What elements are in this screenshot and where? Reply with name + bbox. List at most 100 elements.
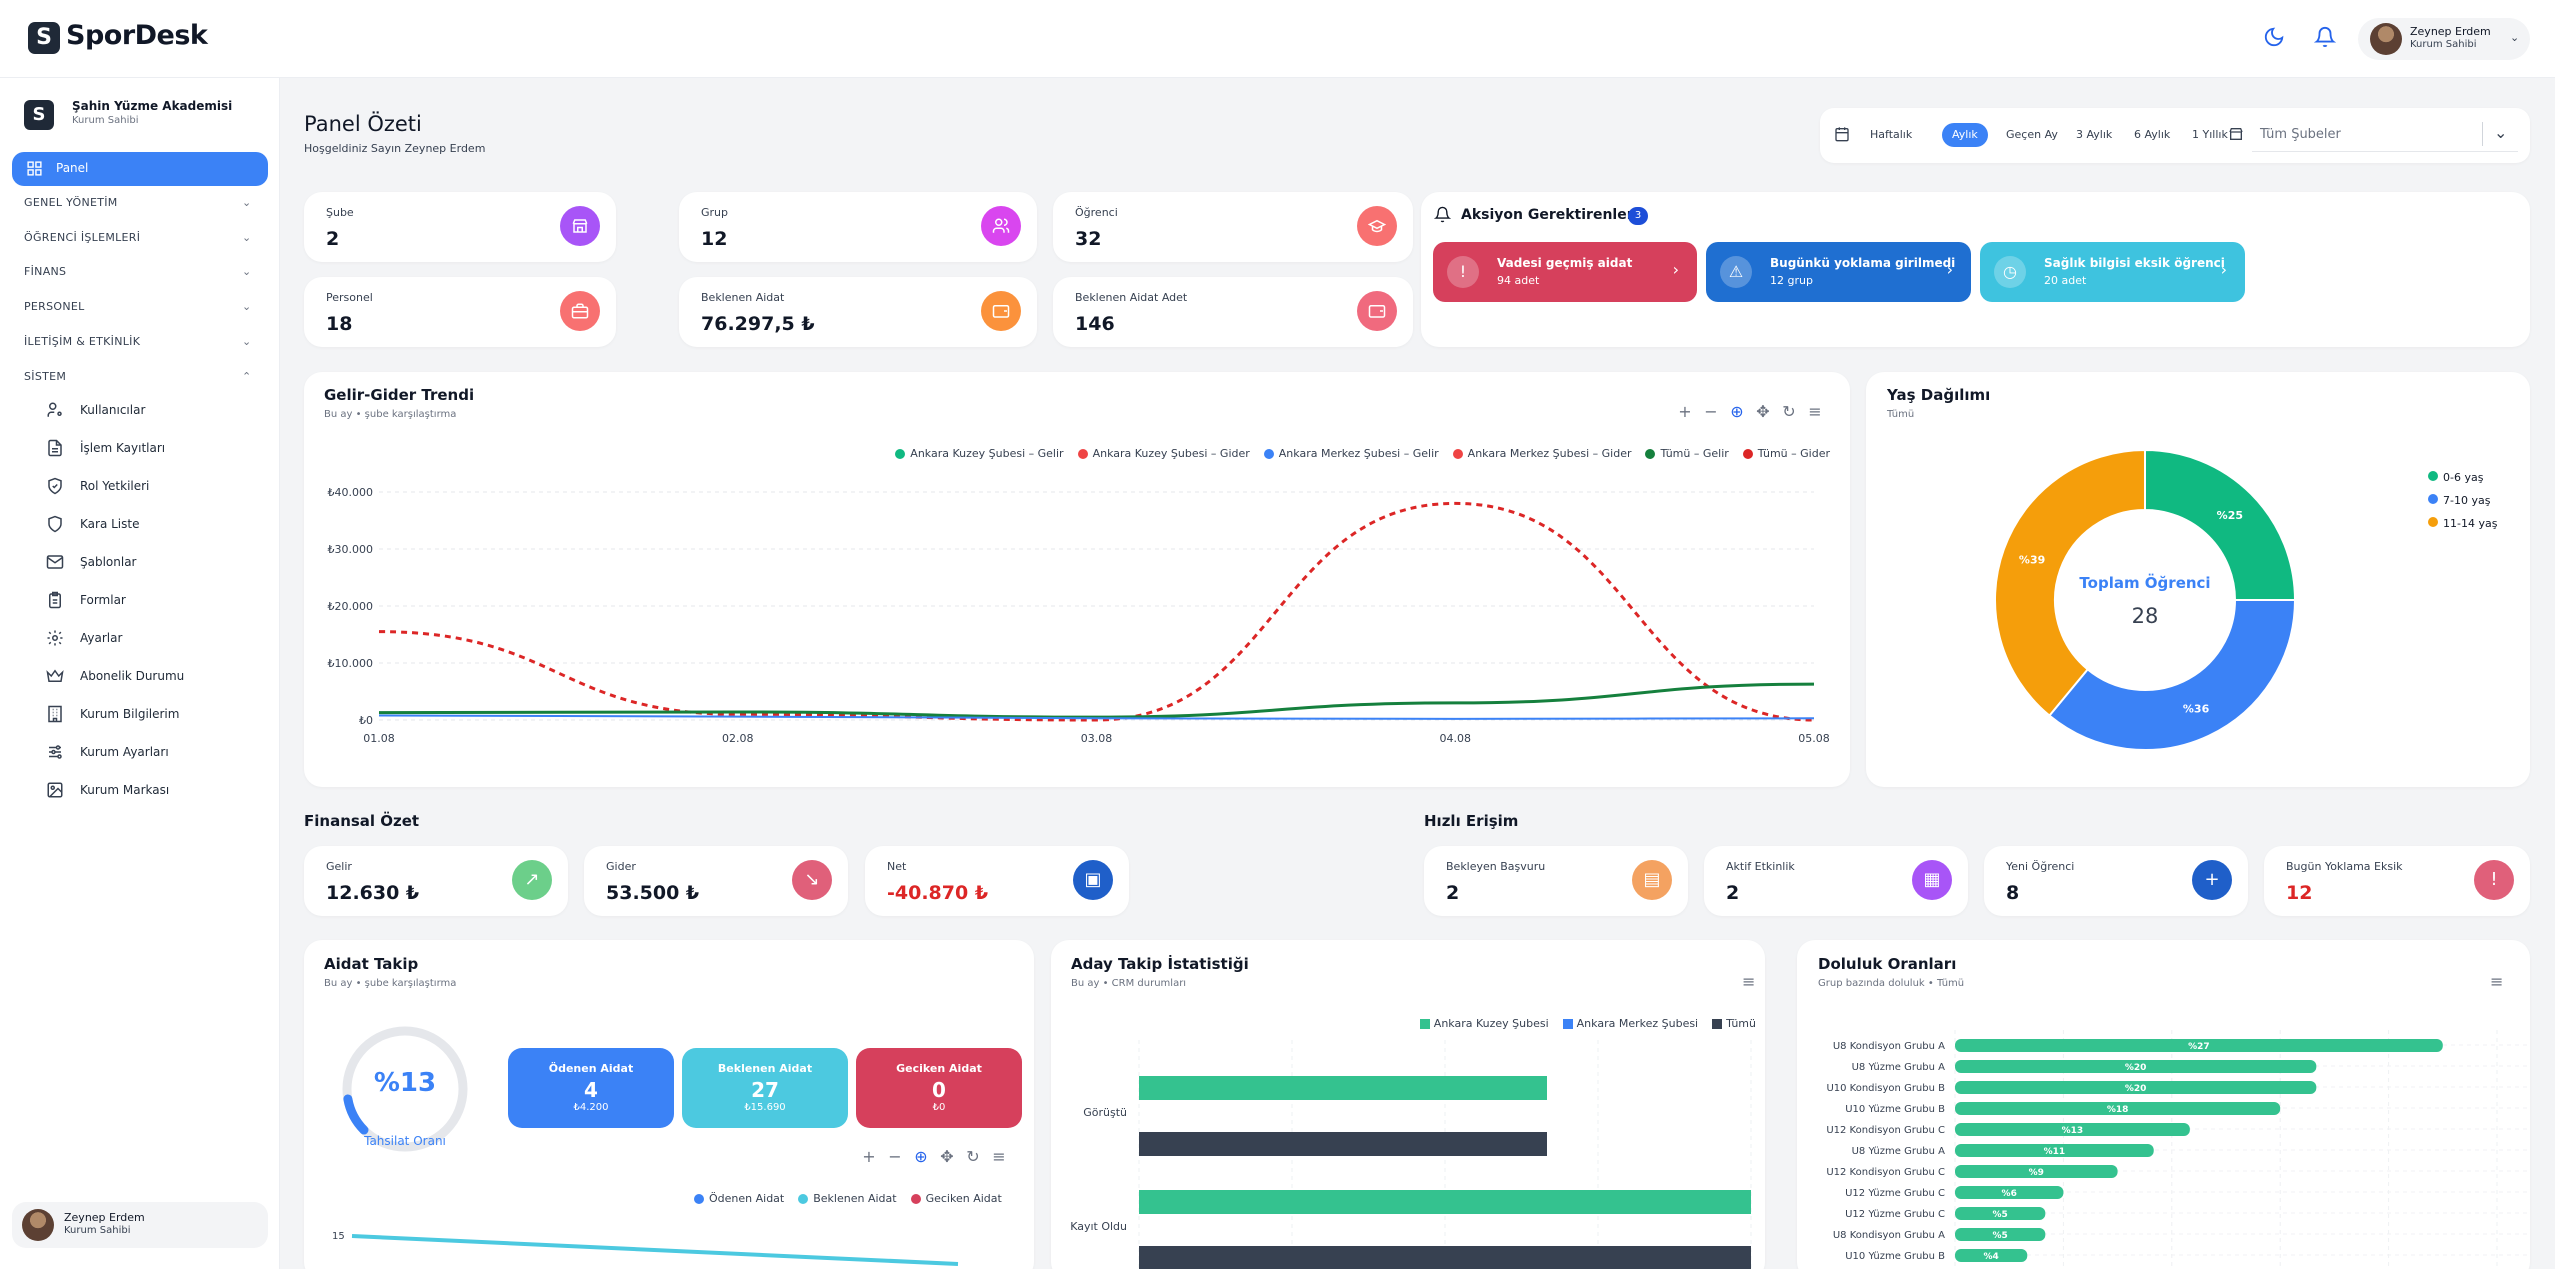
legend-item[interactable]: Ankara Kuzey Şubesi – Gider: [1077, 447, 1250, 460]
tab-6-aylik[interactable]: 6 Aylık: [2134, 128, 2171, 141]
app-logo[interactable]: S: [28, 22, 60, 54]
bar[interactable]: [1955, 1102, 2281, 1115]
sidebar-user-card[interactable]: Zeynep Erdem Kurum Sahibi: [12, 1202, 268, 1248]
user-menu[interactable]: Zeynep Erdem Kurum Sahibi ⌄: [2358, 18, 2530, 60]
dues-card-overdue[interactable]: Geciken Aidat 0 ₺0: [856, 1048, 1022, 1128]
bar[interactable]: [1955, 1060, 2317, 1073]
select-divider: [2482, 122, 2483, 146]
bell-icon[interactable]: [2313, 26, 2338, 50]
stat-card-beklenen-aidat[interactable]: Beklenen Aidat 76.297,5 ₺: [679, 277, 1037, 347]
reset-icon[interactable]: ↻: [966, 1147, 980, 1166]
tab-gecen-ay[interactable]: Geçen Ay: [2006, 128, 2058, 141]
legend-item[interactable]: Ankara Kuzey Şubesi: [1419, 1017, 1549, 1030]
nav-section-iletisim[interactable]: İLETİŞİM & ETKİNLİK ⌄: [24, 335, 252, 348]
legend-item[interactable]: 7-10 yaş: [2428, 489, 2497, 512]
pan-icon[interactable]: ✥: [1756, 402, 1770, 421]
quick-card-aktif-etkinlik[interactable]: Aktif Etkinlik 2 ▦: [1704, 846, 1968, 916]
action-overdue-dues[interactable]: ! Vadesi geçmiş aidat 94 adet ›: [1433, 242, 1697, 302]
zoom-in-icon[interactable]: +: [1678, 402, 1692, 421]
nav-section-personel[interactable]: PERSONEL ⌄: [24, 300, 252, 313]
bar[interactable]: [1139, 1190, 1751, 1214]
fill-bar-chart[interactable]: U8 Kondisyon Grubu A %27 U8 Yüzme Grubu A%…: [1797, 1030, 2530, 1269]
quick-card-yoklama-eksik[interactable]: Bugün Yoklama Eksik 12!: [2264, 846, 2530, 916]
finance-card-net[interactable]: Net -40.870 ₺ ▣: [865, 846, 1129, 916]
quick-card-bekleyen-basvuru[interactable]: Bekleyen Başvuru 2 ▤: [1424, 846, 1688, 916]
legend-item[interactable]: Ankara Kuzey Şubesi – Gelir: [895, 447, 1064, 460]
action-health-missing[interactable]: ◷ Sağlık bilgisi eksik öğrenci 20 adet ›: [1980, 242, 2245, 302]
moon-icon[interactable]: [2263, 26, 2287, 50]
series-line[interactable]: [378, 501, 1815, 722]
pie-slice[interactable]: [1994, 448, 2146, 717]
dues-card-paid[interactable]: Ödenen Aidat 4 ₺4.200: [508, 1048, 674, 1128]
branch-select[interactable]: Tüm Şubeler ⌄: [2252, 118, 2518, 152]
legend-item[interactable]: Ödenen Aidat: [694, 1192, 784, 1205]
nav-section-finans[interactable]: FİNANS ⌄: [24, 265, 252, 278]
bar[interactable]: [1955, 1249, 2028, 1262]
menu-icon[interactable]: ≡: [2490, 972, 2504, 991]
bar[interactable]: [1139, 1132, 1547, 1156]
calendar-icon: ▦: [1912, 860, 1952, 900]
quick-card-yeni-ogrenci[interactable]: Yeni Öğrenci 8 +: [1984, 846, 2248, 916]
bar[interactable]: [1955, 1207, 2046, 1220]
bar[interactable]: [1955, 1165, 2118, 1178]
zoom-select-icon[interactable]: ⊕: [1730, 402, 1744, 421]
legend-item[interactable]: 0-6 yaş: [2428, 466, 2497, 489]
stat-card-personel[interactable]: Personel 18: [304, 277, 616, 347]
legend-item[interactable]: 11-14 yaş: [2428, 512, 2497, 535]
legend-item[interactable]: Geciken Aidat: [910, 1192, 1002, 1205]
lead-bar-chart[interactable]: Görüştü Kayıt Oldu: [1051, 1040, 1765, 1269]
stat-label: Öğrenci: [1075, 206, 1118, 219]
legend-item[interactable]: Tümü – Gider: [1742, 447, 1830, 460]
menu-icon[interactable]: ≡: [1742, 972, 1756, 991]
nav-section-sistem[interactable]: SİSTEM ⌃: [24, 370, 252, 383]
nav-section-ogrenci-islemleri[interactable]: ÖĞRENCİ İŞLEMLERİ ⌄: [24, 231, 252, 244]
bar[interactable]: [1139, 1246, 1751, 1269]
bar[interactable]: [1955, 1123, 2190, 1136]
legend-item[interactable]: Ankara Merkez Şubesi – Gelir: [1263, 447, 1439, 460]
tab-aylik[interactable]: Aylık: [1942, 123, 1988, 147]
x-tick-label: 02.08: [722, 732, 754, 745]
tab-3-aylik[interactable]: 3 Aylık: [2076, 128, 2113, 141]
bar[interactable]: [1955, 1081, 2317, 1094]
bar[interactable]: [1955, 1228, 2046, 1241]
sidebar-item-panel[interactable]: Panel: [12, 152, 268, 186]
reset-icon[interactable]: ↻: [1782, 402, 1796, 421]
legend-item[interactable]: Tümü: [1712, 1017, 1756, 1030]
finance-card-gelir[interactable]: Gelir 12.630 ₺ ↗: [304, 846, 568, 916]
pan-icon[interactable]: ✥: [940, 1147, 954, 1166]
bar[interactable]: [1139, 1076, 1547, 1100]
action-title: Sağlık bilgisi eksik öğrenci: [2044, 256, 2225, 270]
app-name[interactable]: SporDesk: [66, 20, 208, 51]
pie-slice[interactable]: [2047, 599, 2297, 751]
stat-card-beklenen-aidat-adet[interactable]: Beklenen Aidat Adet 146: [1053, 277, 1413, 347]
zoom-out-icon[interactable]: −: [1704, 402, 1718, 421]
trend-chart[interactable]: ₺40.000 ₺30.000 ₺20.000 ₺10.000 ₺0 01.08 02.08…: [304, 470, 1850, 770]
stat-card-ogrenci[interactable]: Öğrenci 32: [1053, 192, 1413, 262]
bar[interactable]: [1955, 1144, 2154, 1157]
age-donut-chart[interactable]: %25 %36 %39: [1990, 445, 2300, 755]
bar[interactable]: [1955, 1186, 2064, 1199]
series-line[interactable]: [378, 714, 1815, 720]
menu-icon[interactable]: ≡: [1808, 402, 1822, 421]
series-line[interactable]: [378, 682, 1815, 719]
zoom-in-icon[interactable]: +: [862, 1147, 876, 1166]
stat-card-grup[interactable]: Grup 12: [679, 192, 1037, 262]
chevron-right-icon: ›: [1946, 260, 1953, 279]
legend-item[interactable]: Tümü – Gelir: [1645, 447, 1729, 460]
wallet-icon: [981, 291, 1021, 331]
finance-card-gider[interactable]: Gider 53.500 ₺ ↘: [584, 846, 848, 916]
legend-item[interactable]: Beklenen Aidat: [798, 1192, 897, 1205]
tab-1-yillik[interactable]: 1 Yıllık: [2192, 128, 2228, 141]
stat-card-sube[interactable]: Şube 2: [304, 192, 616, 262]
pie-slice[interactable]: [2144, 448, 2297, 601]
zoom-select-icon[interactable]: ⊕: [914, 1147, 928, 1166]
legend-item[interactable]: Ankara Merkez Şubesi: [1562, 1017, 1698, 1030]
action-attendance-missing[interactable]: ⚠ Bugünkü yoklama girilmedi 12 grup ›: [1706, 242, 1971, 302]
zoom-out-icon[interactable]: −: [888, 1147, 902, 1166]
menu-icon[interactable]: ≡: [992, 1147, 1006, 1166]
nav-section-genel-yonetim[interactable]: GENEL YÖNETİM ⌄: [24, 196, 252, 209]
dues-card-expected[interactable]: Beklenen Aidat 27 ₺15.690: [682, 1048, 848, 1128]
bar[interactable]: [1955, 1039, 2443, 1052]
tab-haftalik[interactable]: Haftalık: [1870, 128, 1913, 141]
legend-item[interactable]: Ankara Merkez Şubesi – Gider: [1452, 447, 1631, 460]
